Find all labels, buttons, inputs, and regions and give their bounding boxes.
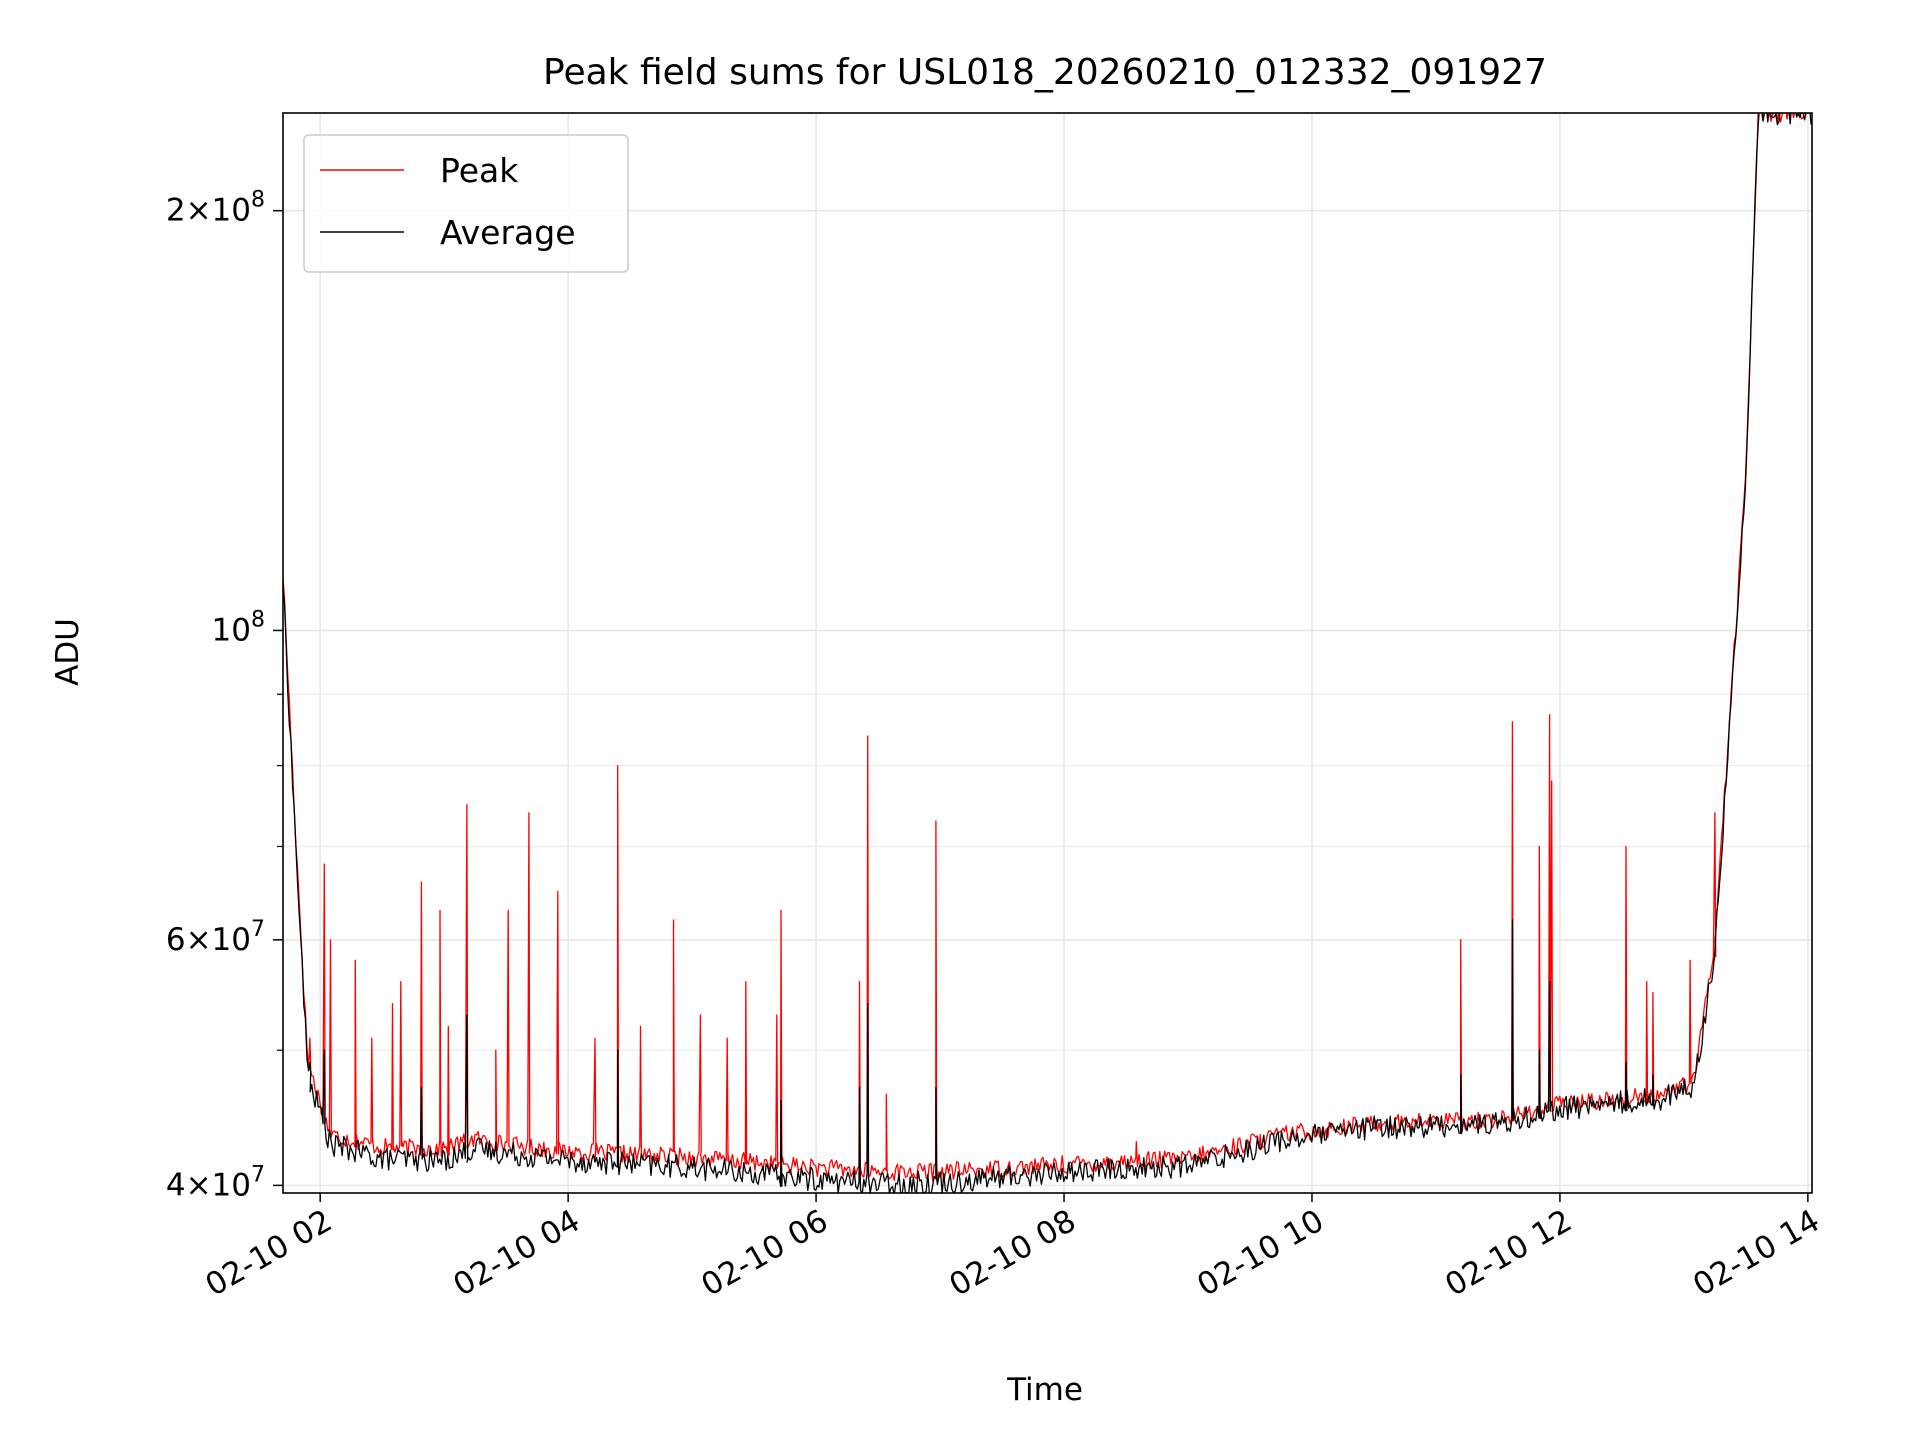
y-tick-exponent: 8 [251,188,265,213]
x-tick-label: 02-10 08 [943,1203,1082,1304]
x-axis: 02-10 02 02-10 04 02-10 06 02-10 08 02-10 10… [199,1193,1826,1304]
y-tick-exponent: 8 [251,607,265,632]
y-tick-base: 10 [212,612,251,648]
y-tick-base: 2 [166,193,186,229]
legend: Peak Average [303,134,629,273]
y-axis-label: ADU [50,618,86,686]
series-lines [283,113,1812,1193]
grid [283,113,1812,1193]
x-tick-label: 02-10 02 [199,1203,338,1304]
legend-label-peak: Peak [440,151,519,190]
series-line-average [283,113,1812,1193]
x-tick-label: 02-10 04 [447,1203,586,1304]
y-tick-exponent: 7 [251,917,265,942]
y-tick-label: 2×108 [166,188,265,229]
legend-label-average: Average [440,213,576,252]
y-tick-label: 6×107 [166,917,265,958]
x-tick-label: 02-10 10 [1191,1203,1330,1304]
y-tick-label: 108 [212,607,265,648]
y-tick-base: 4 [166,1167,186,1203]
axes-frame [282,112,1813,1194]
y-tick-label: 4×107 [166,1162,265,1203]
x-tick-label: 02-10 06 [695,1203,834,1304]
x-axis-label: Time [1006,1372,1083,1408]
y-tick-base: 6 [166,922,186,958]
y-tick-exponent: 7 [251,1162,265,1187]
x-tick-label: 02-10 12 [1439,1203,1578,1304]
x-tick-label: 02-10 14 [1687,1203,1826,1304]
chart-title: Peak field sums for USL018_20260210_0123… [543,52,1547,93]
